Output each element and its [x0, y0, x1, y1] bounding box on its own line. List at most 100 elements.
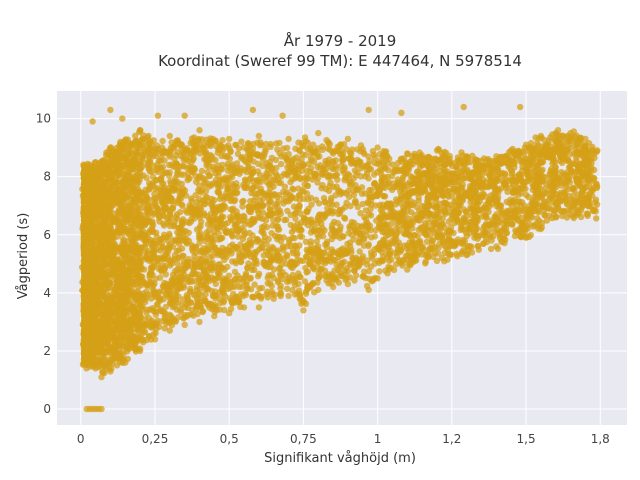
- data-point: [257, 185, 264, 192]
- data-point: [140, 278, 148, 286]
- data-point: [351, 277, 358, 284]
- data-point: [314, 150, 321, 157]
- data-point: [336, 210, 344, 217]
- data-point: [157, 236, 164, 243]
- data-point: [172, 213, 180, 221]
- data-point: [149, 304, 156, 312]
- data-point: [283, 253, 291, 260]
- data-point: [246, 142, 254, 149]
- data-point: [315, 233, 323, 240]
- data-point: [267, 143, 274, 150]
- data-point: [273, 164, 280, 172]
- data-point: [158, 318, 166, 325]
- data-point: [403, 230, 410, 238]
- data-point: [239, 293, 247, 300]
- data-point: [319, 182, 326, 189]
- data-point: [254, 191, 262, 198]
- data-point: [584, 210, 592, 217]
- data-point: [267, 185, 274, 192]
- data-point: [317, 273, 324, 280]
- data-point: [235, 145, 243, 152]
- data-point: [173, 160, 180, 167]
- data-point: [159, 137, 166, 145]
- data-point: [189, 148, 197, 155]
- data-point: [341, 267, 349, 274]
- data-point: [264, 294, 271, 301]
- data-point: [323, 277, 330, 284]
- data-point: [314, 179, 321, 186]
- data-point: [232, 169, 239, 177]
- data-point: [502, 236, 509, 243]
- data-point: [156, 274, 164, 281]
- data-point: [273, 222, 280, 230]
- data-point: [557, 207, 564, 214]
- data-point: [223, 229, 230, 236]
- data-point: [367, 249, 375, 256]
- data-point: [365, 175, 372, 182]
- data-point: [267, 212, 274, 219]
- data-point: [372, 227, 379, 234]
- data-point: [276, 290, 284, 298]
- data-point: [215, 172, 222, 180]
- data-point: [259, 201, 266, 208]
- data-point: [165, 248, 172, 255]
- data-point: [146, 279, 153, 286]
- data-point: [203, 157, 210, 164]
- data-point: [292, 215, 299, 222]
- data-point: [246, 236, 253, 244]
- data-point: [230, 246, 237, 253]
- data-point: [237, 258, 244, 266]
- data-point: [236, 283, 243, 291]
- data-point: [183, 209, 191, 216]
- data-point: [277, 210, 284, 218]
- data-point: [158, 244, 165, 251]
- data-point: [365, 267, 372, 275]
- data-point: [218, 264, 225, 271]
- data-point: [249, 232, 256, 239]
- data-point: [187, 218, 195, 225]
- data-point: [168, 260, 175, 267]
- data-point: [231, 196, 239, 204]
- data-point: [148, 203, 156, 210]
- data-point: [340, 141, 348, 148]
- data-point: [159, 201, 167, 208]
- data-point: [243, 168, 250, 176]
- data-point: [182, 146, 189, 153]
- data-point: [238, 138, 245, 145]
- data-point: [315, 200, 323, 207]
- data-point: [312, 171, 320, 178]
- data-point: [551, 207, 558, 214]
- data-point: [202, 150, 209, 157]
- data-point: [287, 178, 294, 186]
- data-point: [179, 216, 187, 223]
- data-point: [292, 210, 299, 217]
- data-point: [302, 264, 309, 272]
- data-point: [149, 324, 156, 331]
- data-point: [343, 275, 350, 282]
- data-point: [268, 193, 275, 200]
- data-point: [164, 220, 172, 227]
- data-point: [227, 216, 235, 223]
- data-point: [162, 303, 170, 311]
- data-point: [277, 160, 285, 168]
- data-point: [325, 187, 333, 195]
- data-point: [329, 150, 337, 157]
- data-point: [149, 196, 156, 203]
- data-point: [414, 168, 421, 175]
- data-point: [296, 233, 304, 240]
- data-point: [234, 233, 242, 240]
- data-point: [196, 187, 204, 195]
- data-point: [279, 244, 286, 251]
- data-point: [314, 216, 321, 224]
- data-point: [167, 312, 174, 320]
- data-point: [302, 216, 309, 223]
- data-point: [341, 215, 349, 222]
- data-point: [231, 188, 239, 196]
- data-point: [313, 238, 320, 245]
- data-point: [188, 195, 195, 202]
- data-point: [473, 226, 480, 233]
- data-point: [264, 274, 271, 282]
- data-point: [234, 150, 242, 158]
- data-point: [291, 242, 299, 249]
- data-point: [179, 162, 187, 169]
